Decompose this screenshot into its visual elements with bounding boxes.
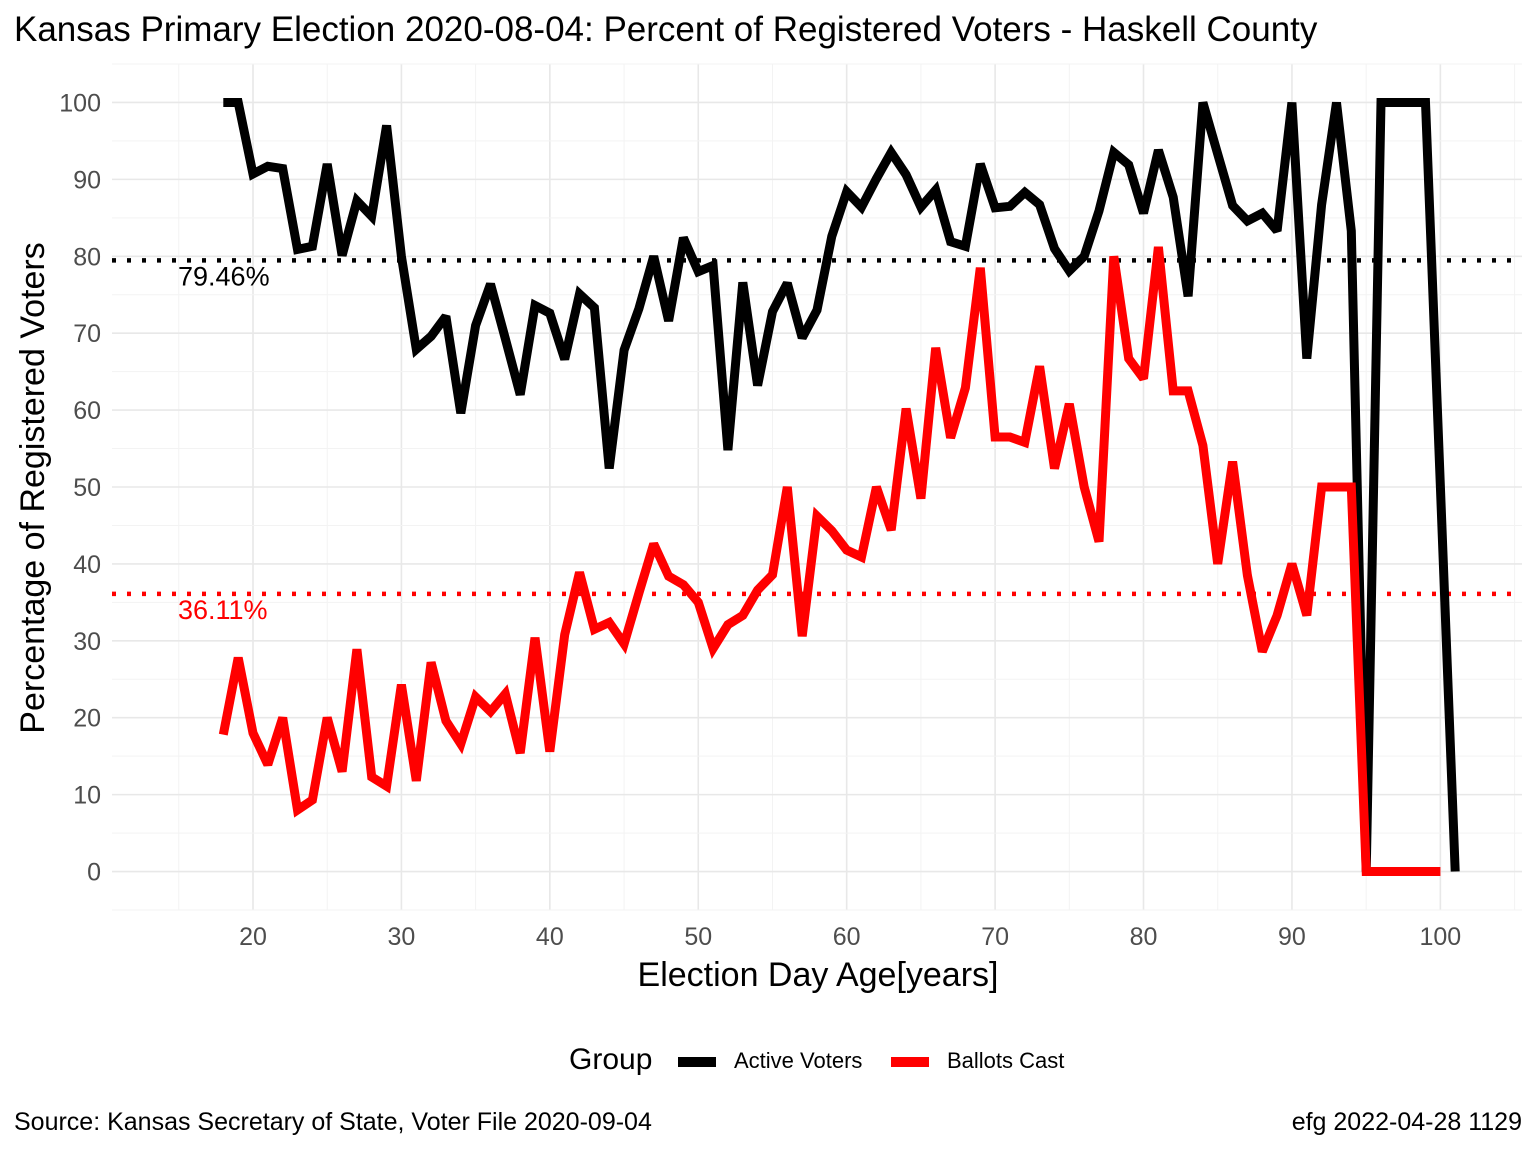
reference-label-0: 79.46% bbox=[178, 261, 270, 291]
x-axis-label: Election Day Age[years] bbox=[638, 956, 999, 994]
x-tick-label: 40 bbox=[536, 923, 564, 951]
x-tick-label: 100 bbox=[1420, 923, 1462, 951]
chart-title: Kansas Primary Election 2020-08-04: Perc… bbox=[14, 10, 1318, 49]
y-tick-label: 0 bbox=[87, 859, 101, 887]
reference-labels: 79.46% 36.11% bbox=[178, 261, 270, 624]
x-tick-label: 20 bbox=[239, 923, 267, 951]
source-note: Source: Kansas Secretary of State, Voter… bbox=[14, 1108, 652, 1136]
legend-key-ballots-cast bbox=[891, 1057, 929, 1067]
x-tick-label: 70 bbox=[981, 923, 1009, 951]
x-tick-label: 80 bbox=[1130, 923, 1158, 951]
x-tick-label: 60 bbox=[833, 923, 861, 951]
y-tick-label: 100 bbox=[59, 89, 101, 117]
x-tick-label: 30 bbox=[388, 923, 416, 951]
y-tick-label: 20 bbox=[73, 705, 101, 733]
reference-label-1: 36.11% bbox=[178, 595, 268, 625]
y-axis-tick-labels: 0 10 20 30 40 50 60 70 80 90 100 bbox=[59, 89, 101, 886]
legend-title: Group bbox=[569, 1043, 653, 1076]
y-tick-label: 30 bbox=[73, 628, 101, 656]
series-line-ballots-cast bbox=[218, 246, 1441, 876]
legend-label-ballots-cast: Ballots Cast bbox=[947, 1048, 1065, 1073]
legend: Group Active Voters Ballots Cast bbox=[0, 1043, 1536, 1083]
y-tick-label: 10 bbox=[73, 782, 101, 810]
y-tick-label: 70 bbox=[73, 320, 101, 348]
x-tick-label: 50 bbox=[684, 923, 712, 951]
series-lines bbox=[218, 98, 1460, 876]
y-tick-label: 60 bbox=[73, 397, 101, 425]
series-line-active-voters bbox=[223, 98, 1460, 872]
x-axis-tick-labels: 20 30 40 50 60 70 80 90 100 bbox=[239, 923, 1461, 951]
y-tick-label: 40 bbox=[73, 551, 101, 579]
legend-key-active-voters bbox=[678, 1057, 716, 1067]
reference-lines bbox=[112, 258, 1522, 597]
y-tick-label: 80 bbox=[73, 243, 101, 271]
author-stamp: efg 2022-04-28 1129 bbox=[1291, 1108, 1522, 1136]
x-tick-label: 90 bbox=[1278, 923, 1306, 951]
y-tick-label: 50 bbox=[73, 474, 101, 502]
legend-label-active-voters: Active Voters bbox=[734, 1048, 863, 1073]
y-axis-label: Percentage of Registered Voters bbox=[14, 242, 52, 733]
y-tick-label: 90 bbox=[73, 166, 101, 194]
